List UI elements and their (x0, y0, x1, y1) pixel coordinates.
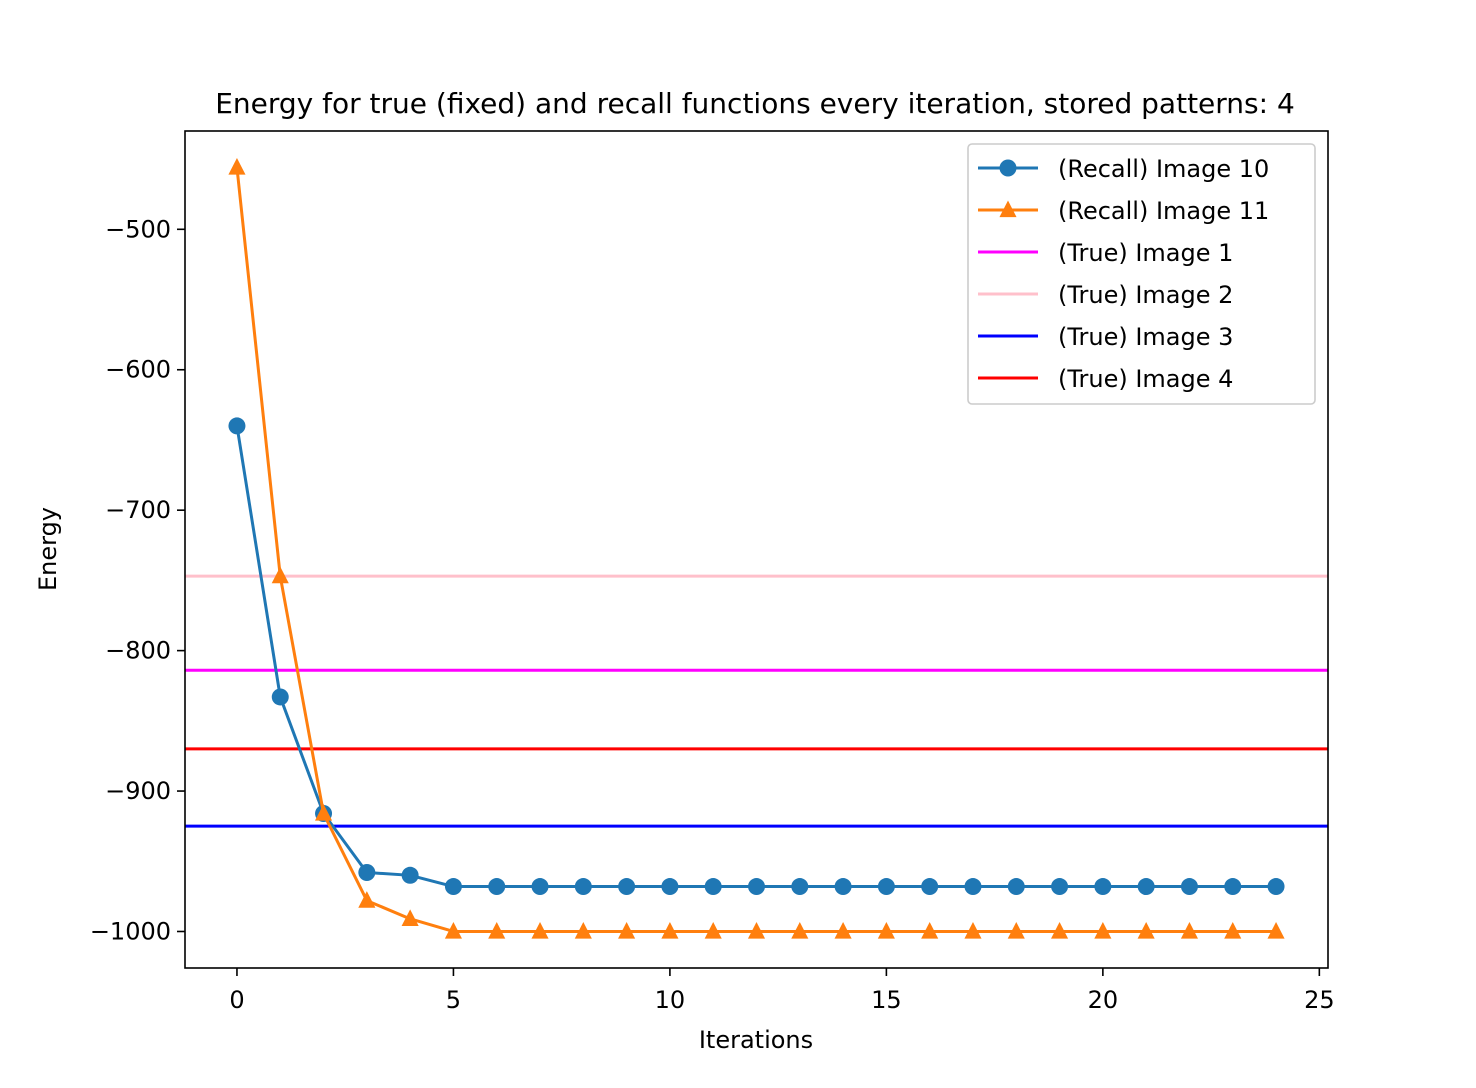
x-axis: 0 5 10 15 20 25 (229, 968, 1335, 1014)
legend-label: (True) Image 2 (1058, 281, 1233, 309)
x-tick-label: 25 (1304, 986, 1335, 1014)
point-recall-image-11 (271, 566, 289, 584)
legend-item: (Recall) Image 10 (978, 155, 1269, 183)
point-recall-image-11 (618, 921, 636, 939)
point-recall-image-11 (574, 921, 592, 939)
point-recall-image-10 (488, 878, 506, 896)
x-axis-label: Iterations (699, 1026, 813, 1054)
point-recall-image-11 (1224, 921, 1242, 939)
point-recall-image-10 (661, 878, 679, 896)
point-recall-image-10 (877, 878, 895, 896)
point-recall-image-10 (401, 866, 419, 884)
y-tick-label: −600 (105, 356, 171, 384)
point-recall-image-11 (1180, 921, 1199, 939)
point-recall-image-11 (791, 921, 809, 939)
y-tick-label: −700 (105, 496, 171, 524)
point-recall-image-10 (1007, 878, 1025, 896)
chart-title: Energy for true (fixed) and recall funct… (215, 87, 1295, 120)
legend-label: (Recall) Image 10 (1058, 155, 1269, 183)
x-tick-label: 5 (446, 986, 461, 1014)
true-energy-lines (185, 574, 1328, 828)
point-recall-image-11 (228, 158, 246, 175)
point-recall-image-10 (704, 878, 722, 896)
point-recall-image-10 (1094, 878, 1112, 896)
legend-label: (Recall) Image 11 (1058, 197, 1269, 225)
point-recall-image-10 (921, 878, 939, 896)
point-recall-image-10 (444, 878, 462, 896)
point-recall-image-10 (834, 878, 852, 896)
legend-item: (True) Image 4 (978, 365, 1233, 393)
y-axis: −500 −600 −700 −800 −900 −1000 (90, 215, 185, 945)
point-recall-image-11 (1007, 921, 1025, 939)
point-recall-image-11 (401, 909, 419, 926)
y-axis-label: Energy (34, 507, 62, 591)
legend: (Recall) Image 10 (Recall) Image 11 (True)… (967, 143, 1316, 405)
legend-item: (True) Image 2 (978, 281, 1233, 309)
x-tick-label: 10 (655, 986, 686, 1014)
point-recall-image-10 (228, 417, 246, 435)
point-recall-image-11 (444, 921, 462, 939)
y-tick-label: −1000 (90, 917, 171, 945)
point-recall-image-10 (748, 878, 765, 896)
point-recall-image-10 (574, 878, 592, 896)
y-tick-label: −800 (105, 637, 171, 665)
legend-label: (True) Image 1 (1058, 239, 1233, 267)
point-recall-image-11 (877, 921, 895, 939)
legend-label: (True) Image 4 (1058, 365, 1233, 393)
recall-series (228, 158, 1285, 939)
point-recall-image-11 (747, 921, 766, 939)
point-recall-image-11 (964, 921, 982, 939)
point-recall-image-10 (791, 878, 809, 896)
point-recall-image-11 (1137, 921, 1155, 939)
legend-frame (967, 143, 1316, 405)
point-recall-image-11 (314, 804, 333, 821)
point-recall-image-10 (1224, 878, 1242, 896)
point-recall-image-10 (964, 878, 982, 896)
point-recall-image-10 (1180, 878, 1198, 896)
point-recall-image-10 (1267, 878, 1285, 896)
point-recall-image-11 (704, 921, 722, 939)
x-tick-label: 20 (1088, 986, 1119, 1014)
legend-label: (True) Image 3 (1058, 323, 1233, 351)
legend-marker (999, 159, 1017, 177)
point-recall-image-11 (921, 921, 939, 939)
y-tick-label: −900 (105, 777, 171, 805)
point-recall-image-11 (358, 891, 376, 908)
point-recall-image-11 (1051, 921, 1069, 939)
point-recall-image-11 (488, 921, 506, 939)
legend-item: (Recall) Image 11 (978, 197, 1269, 225)
point-recall-image-10 (531, 878, 549, 896)
point-recall-image-10 (1137, 878, 1155, 896)
point-recall-image-10 (358, 864, 376, 882)
legend-marker (999, 200, 1017, 218)
point-recall-image-10 (1051, 878, 1069, 896)
point-recall-image-10 (618, 878, 636, 896)
y-tick-label: −500 (105, 215, 171, 243)
legend-item: (True) Image 1 (978, 239, 1233, 267)
plot-frame (184, 130, 1329, 969)
x-tick-label: 15 (871, 986, 902, 1014)
point-recall-image-11 (661, 921, 679, 939)
legend-item: (True) Image 3 (978, 323, 1233, 351)
point-recall-image-11 (834, 921, 852, 939)
x-tick-label: 0 (229, 986, 244, 1014)
point-recall-image-10 (271, 688, 289, 706)
point-recall-image-11 (1267, 921, 1285, 939)
legend-items: (Recall) Image 10 (Recall) Image 11 (True)… (978, 155, 1269, 393)
point-recall-image-11 (1094, 921, 1112, 939)
point-recall-image-11 (531, 921, 549, 939)
